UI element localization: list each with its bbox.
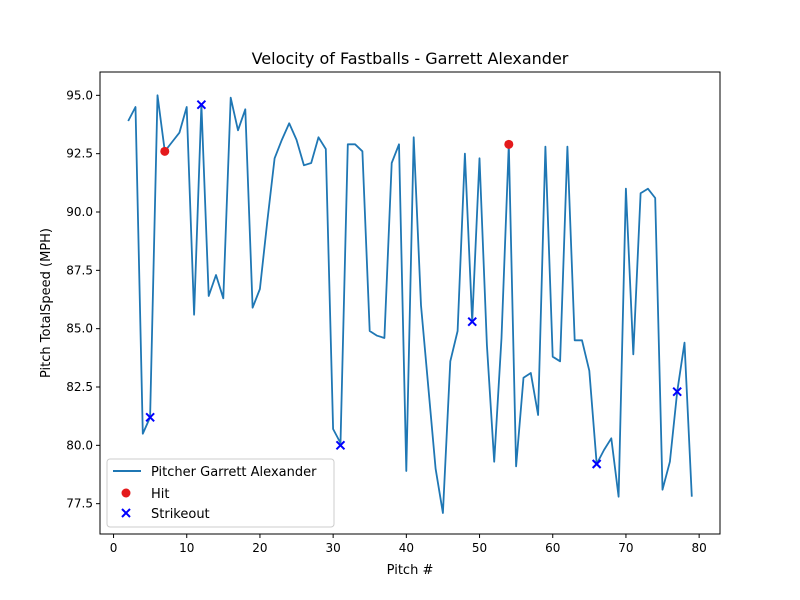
y-axis-label: Pitch TotalSpeed (MPH) [39, 228, 54, 378]
y-tick-label: 90.0 [66, 205, 93, 219]
y-tick-label: 80.0 [66, 438, 93, 452]
x-axis-label: Pitch # [387, 563, 434, 578]
y-tick-label: 87.5 [66, 263, 93, 277]
legend-label-line: Pitcher Garrett Alexander [151, 465, 317, 480]
y-tick-label: 85.0 [66, 322, 93, 336]
x-tick-label: 10 [179, 541, 194, 555]
x-tick-label: 30 [325, 541, 340, 555]
hit-point [504, 139, 514, 149]
y-tick-label: 77.5 [66, 497, 93, 511]
axes-frame [99, 71, 721, 535]
strikeout-point [145, 412, 155, 423]
x-tick-label: 60 [545, 541, 560, 555]
legend-hit-swatch [121, 488, 131, 498]
legend-strikeout-swatch [121, 508, 131, 518]
legend-box [106, 458, 335, 528]
plot-area: 0 10 20 30 40 50 60 70 80 77.5 80.0 82.5 85.0 87.5 90… [66, 71, 721, 555]
legend-label-hit: Hit [151, 487, 169, 502]
x-tick-label: 40 [399, 541, 414, 555]
strikeout-point [672, 386, 682, 397]
y-tick-label: 92.5 [66, 147, 93, 161]
y-axis: 77.5 80.0 82.5 85.0 87.5 90.0 92.5 95.0 [66, 88, 100, 511]
x-tick-label: 20 [252, 541, 267, 555]
hit-point [160, 146, 170, 156]
chart-title: Velocity of Fastballs - Garrett Alexande… [252, 49, 569, 68]
series-layer [127, 94, 693, 514]
y-tick-label: 95.0 [66, 88, 93, 102]
legend: Pitcher Garrett Alexander Hit Strikeout [106, 458, 335, 528]
y-tick-label: 82.5 [66, 380, 93, 394]
strikeout-point [335, 440, 346, 451]
x-tick-label: 50 [472, 541, 487, 555]
strikeout-point [591, 459, 602, 469]
x-tick-label: 70 [618, 541, 633, 555]
strikeout-point [467, 316, 477, 327]
strikeout-point [196, 99, 207, 110]
x-tick-label: 0 [110, 541, 118, 555]
legend-label-strikeout: Strikeout [151, 507, 210, 522]
x-tick-label: 80 [691, 541, 706, 555]
x-axis: 0 10 20 30 40 50 60 70 80 [110, 534, 707, 555]
